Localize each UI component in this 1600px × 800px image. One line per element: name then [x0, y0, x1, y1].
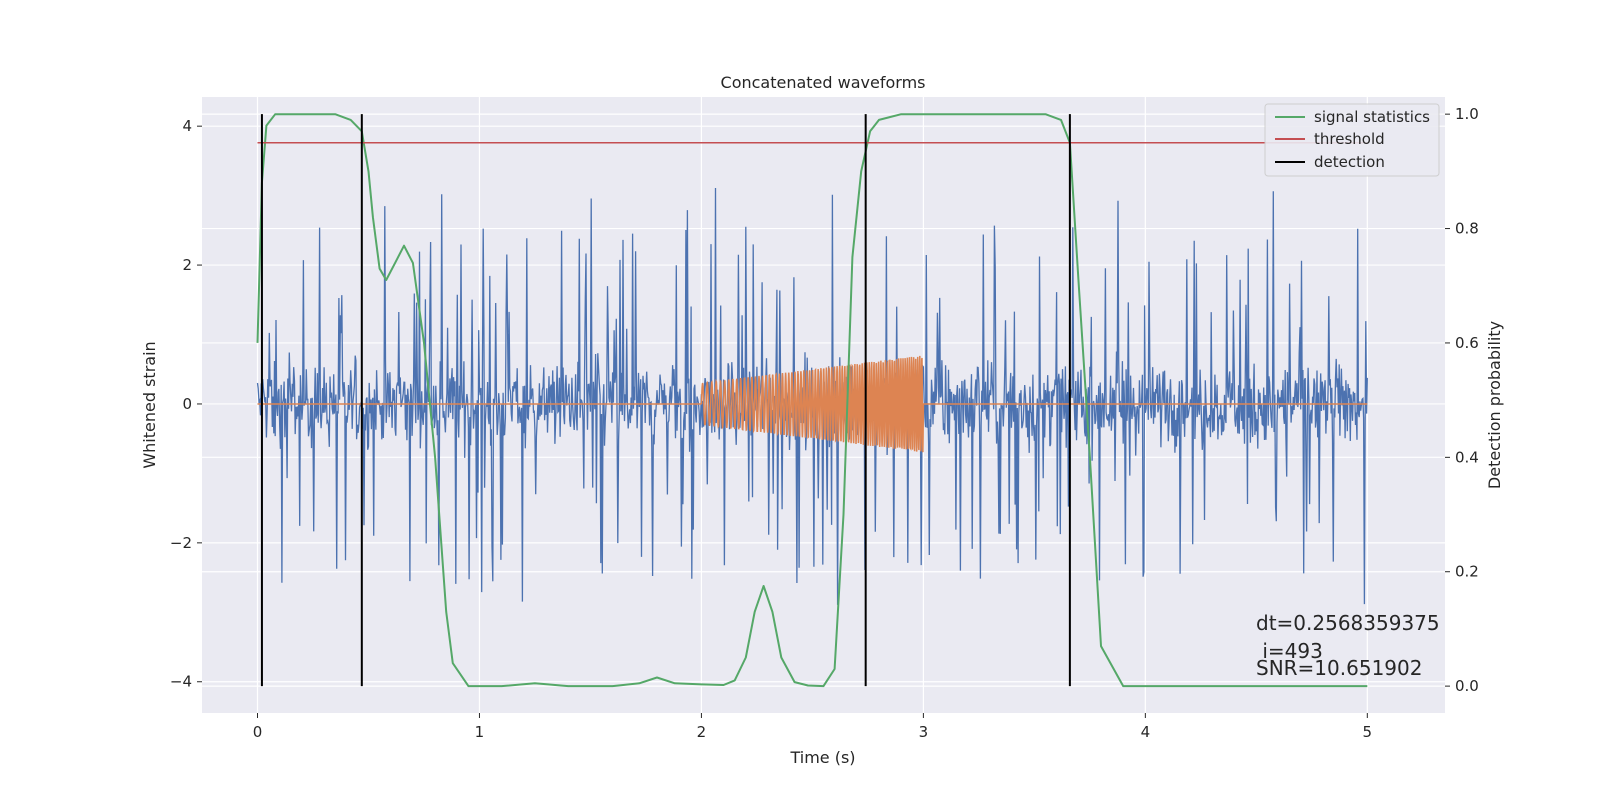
y-left-tick-label: 2 — [182, 256, 192, 274]
y-left-tick-label: −4 — [170, 673, 192, 691]
legend: signal statistics threshold detection — [1264, 103, 1440, 177]
annotations: dt=0.2568359375 i=493 SNR=10.651902 — [1256, 611, 1440, 680]
x-tick-label: 5 — [1363, 723, 1373, 741]
annotation-snr: SNR=10.651902 — [1256, 656, 1422, 680]
y-right-tick-label: 0.0 — [1455, 677, 1479, 695]
y-right-tick-label: 1.0 — [1455, 105, 1479, 123]
chart-title: Concatenated waveforms — [721, 73, 926, 92]
legend-label-threshold: threshold — [1314, 130, 1385, 148]
series-signal-statistics-line — [256, 113, 1368, 688]
y-axis-label-left: Whitened strain — [140, 341, 159, 468]
y-right-tick-label: 0.2 — [1455, 563, 1479, 581]
y-right-tick-label: 0.8 — [1455, 220, 1479, 238]
y-left-tick-label: 0 — [182, 395, 192, 413]
y-axis-label-right: Detection probability — [1485, 321, 1504, 489]
y-right-tick-label: 0.4 — [1455, 448, 1479, 466]
annotation-index: i=493 — [1256, 639, 1323, 663]
y-right-tick-label: 0.6 — [1455, 334, 1479, 352]
legend-box — [1264, 103, 1440, 177]
x-tick-label: 3 — [919, 723, 929, 741]
y-left-tick-label: −2 — [170, 534, 192, 552]
x-tick-label: 0 — [253, 723, 263, 741]
x-tick-label: 2 — [697, 723, 707, 741]
annotation-dt: dt=0.2568359375 — [1256, 611, 1440, 635]
series-injected-waveform-line — [257, 355, 1368, 453]
x-axis-label: Time (s) — [789, 748, 855, 767]
x-tick-label: 4 — [1141, 723, 1151, 741]
axis-ticks: 0 1 2 3 4 5 −4 −2 0 2 4 0.0 0.2 0.4 0.6 0.8 1.0 — [170, 105, 1479, 741]
series-layer — [256, 113, 1368, 688]
legend-label-detection: detection — [1314, 153, 1385, 171]
legend-label-signal-statistics: signal statistics — [1314, 108, 1430, 126]
x-tick-label: 1 — [475, 723, 485, 741]
y-left-tick-label: 4 — [182, 117, 192, 135]
